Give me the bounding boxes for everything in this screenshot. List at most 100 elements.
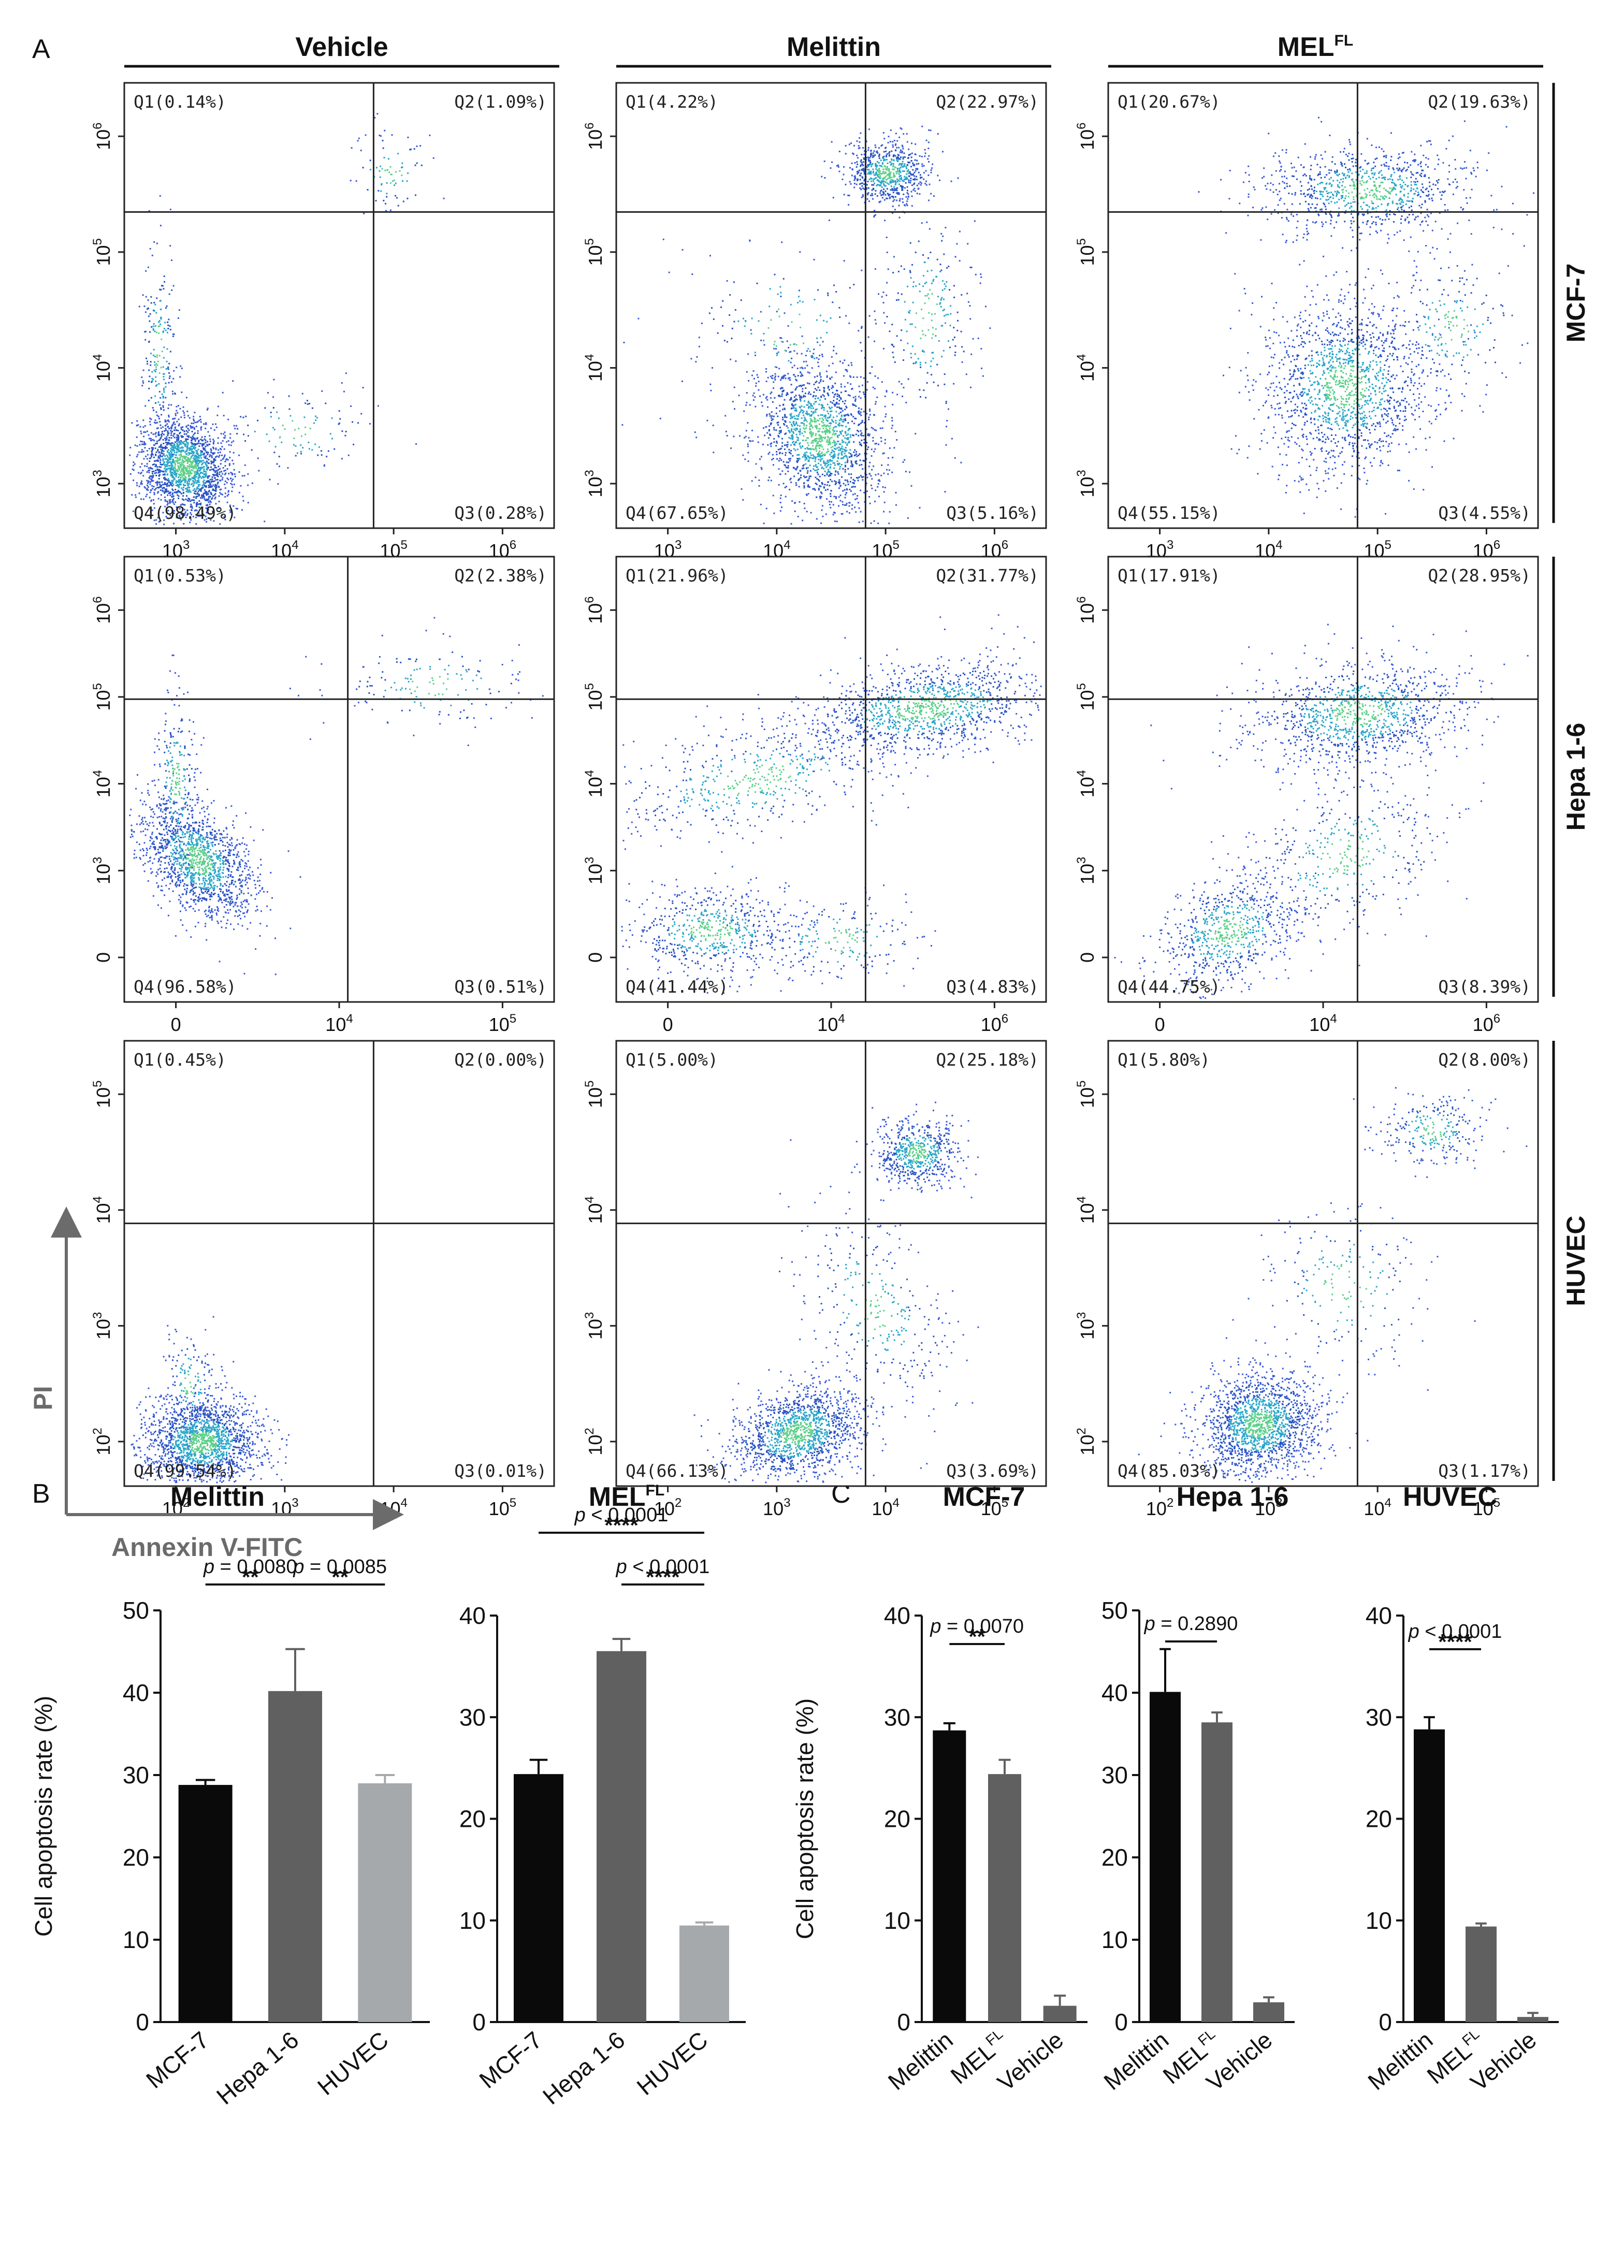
quadrant-label-q2: Q2(2.38%) <box>454 565 547 586</box>
scatter-points <box>1114 623 1529 999</box>
bar-y-tick-label: 40 <box>1101 1679 1128 1706</box>
quadrant-label-q4: Q4(99.54%) <box>134 1461 237 1481</box>
x-tick-label: 102 <box>1146 1496 1173 1519</box>
flow-plot: Q1(20.67%) Q2(19.63%) Q3(4.55%) Q4(55.15%) 1… <box>1075 82 1539 561</box>
quadrant-label-q3: Q3(1.17%) <box>1438 1461 1531 1481</box>
bar-chart: MCF-7 0 10 20 30 40 Cell apoptosis rate (%) Mel… <box>791 1482 1088 2096</box>
bar-y-tick-label: 0 <box>1114 2009 1128 2036</box>
quadrant-label-q4: Q4(55.15%) <box>1118 503 1221 523</box>
x-tick-label: 103 <box>763 1496 790 1519</box>
plot-frame <box>615 556 1047 1003</box>
quadrant-label-q1: Q1(20.67%) <box>1118 92 1221 112</box>
quadrant-label-q2: Q2(19.63%) <box>1428 92 1531 112</box>
y-tick-label: 103 <box>1075 470 1098 497</box>
quadrant-label-q1: Q1(0.45%) <box>134 1050 226 1070</box>
bar <box>1414 1729 1445 2022</box>
x-tick-label: 106 <box>1473 1012 1500 1035</box>
bar-y-tick-label: 10 <box>884 1907 910 1934</box>
bar-y-tick-label: 40 <box>1366 1602 1392 1629</box>
quadrant-label-q3: Q3(4.55%) <box>1438 503 1531 523</box>
bar-y-tick-label: 10 <box>123 1926 149 1953</box>
quadrant-label-q3: Q3(0.51%) <box>454 977 547 997</box>
bar-category-label: Hepa 1-6 <box>211 2026 303 2110</box>
bar-y-tick-label: 0 <box>472 2009 486 2036</box>
y-tick-label: 102 <box>1075 1428 1098 1455</box>
significance-stars: **** <box>604 1513 639 1537</box>
bar <box>1201 1722 1232 2022</box>
bar-y-tick-label: 50 <box>123 1597 149 1624</box>
bar-chart-title: Melittin <box>170 1482 265 1512</box>
plot-frame <box>615 82 1047 529</box>
quadrant-label-q3: Q3(0.01%) <box>454 1461 547 1481</box>
quadrant-label-q4: Q4(96.58%) <box>134 977 237 997</box>
bar <box>1043 2005 1077 2022</box>
quadrant-label-q1: Q1(5.00%) <box>626 1050 718 1070</box>
significance-stars: **** <box>646 1565 680 1589</box>
bar-y-axis-title: Cell apoptosis rate (%) <box>791 1698 818 1939</box>
y-tick-label: 105 <box>1075 238 1098 266</box>
y-tick-label: 103 <box>583 857 606 884</box>
quadrant-label-q1: Q1(5.80%) <box>1118 1050 1210 1070</box>
significance-stars: ** <box>968 1624 985 1649</box>
bar-category-label: MCF-7 <box>474 2026 547 2093</box>
bar-category-label: Melittin <box>1098 2026 1173 2096</box>
plot-frame <box>123 556 555 1003</box>
x-tick-label: 0 <box>1155 1014 1165 1035</box>
p-value-label: p = 0.0070 <box>930 1616 1024 1637</box>
bar-chart-title: MCF-7 <box>943 1482 1025 1512</box>
y-tick-label: 0 <box>93 952 114 963</box>
scatter-points <box>621 614 1042 994</box>
bar-y-tick-label: 30 <box>123 1762 149 1789</box>
x-axis-title: Annexin V-FITC <box>111 1533 302 1562</box>
quadrant-label-q1: Q1(0.53%) <box>134 565 226 586</box>
bar-category-label: Hepa 1-6 <box>538 2026 630 2110</box>
y-tick-label: 104 <box>583 770 606 797</box>
bar-category-label: HUVEC <box>312 2026 394 2100</box>
bar-y-tick-label: 0 <box>1379 2009 1392 2036</box>
quadrant-label-q2: Q2(28.95%) <box>1428 565 1531 586</box>
y-tick-label: 105 <box>1075 683 1098 710</box>
p-value-label: p < 0.0001 <box>574 1504 669 1526</box>
scatter-points <box>130 1316 290 1484</box>
bar-chart-title: HUVEC <box>1403 1482 1497 1512</box>
x-tick-label: 104 <box>1364 1496 1391 1519</box>
p-value-label: p = 0.0085 <box>293 1556 387 1578</box>
bar-y-tick-label: 30 <box>1101 1762 1128 1789</box>
bar-chart: Melittin 0 10 20 30 40 50 Cell apoptosis rate (… <box>30 1482 430 2110</box>
y-tick-label: 106 <box>91 596 114 623</box>
quadrant-label-q3: Q3(0.28%) <box>454 503 547 523</box>
column-title-melfl: MELFL <box>1278 32 1353 62</box>
p-value-label: p < 0.0001 <box>616 1556 710 1578</box>
y-tick-label: 105 <box>91 1080 114 1108</box>
bar <box>358 1783 412 2022</box>
y-tick-label: 103 <box>1075 1312 1098 1340</box>
bar <box>1150 1692 1181 2022</box>
quadrant-label-q3: Q3(4.83%) <box>946 977 1039 997</box>
bar <box>933 1730 966 2022</box>
y-tick-label: 106 <box>1075 122 1098 150</box>
bar-y-tick-label: 30 <box>884 1704 910 1731</box>
bar-y-tick-label: 20 <box>459 1806 486 1833</box>
x-tick-label: 0 <box>663 1014 673 1035</box>
quadrant-label-q3: Q3(5.16%) <box>946 503 1039 523</box>
x-tick-label: 104 <box>325 1012 353 1035</box>
flow-plot: Q1(0.53%) Q2(2.38%) Q3(0.51%) Q4(96.58%) 0 10… <box>91 556 555 1035</box>
y-tick-label: 105 <box>91 683 114 710</box>
bar-y-tick-label: 40 <box>884 1602 910 1629</box>
y-tick-label: 102 <box>91 1428 114 1455</box>
row-title-hepa: Hepa 1-6 <box>1561 723 1590 831</box>
flow-plot: Q1(4.22%) Q2(22.97%) Q3(5.16%) Q4(67.65%) 10… <box>583 82 1047 561</box>
y-tick-label: 0 <box>1077 952 1098 963</box>
quadrant-label-q2: Q2(0.00%) <box>454 1050 547 1070</box>
quadrant-label-q1: Q1(4.22%) <box>626 92 718 112</box>
x-tick-label: 0 <box>171 1014 181 1035</box>
bar-category-label: Melittin <box>1362 2026 1438 2096</box>
bar <box>178 1785 233 2022</box>
bar <box>1466 1926 1497 2022</box>
flow-plot: Q1(0.14%) Q2(1.09%) Q3(0.28%) Q4(98.49%) 103… <box>91 82 555 561</box>
bar-y-tick-label: 50 <box>1101 1597 1128 1624</box>
quadrant-label-q4: Q4(67.65%) <box>626 503 729 523</box>
bar-category-label: HUVEC <box>632 2026 713 2100</box>
panel-letter-b: B <box>32 1479 50 1509</box>
